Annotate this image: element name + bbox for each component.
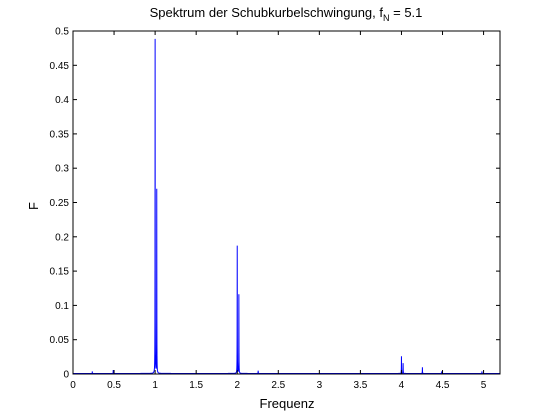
- chart-title-subscript: N: [383, 13, 390, 23]
- y-tick-label: 0.4: [55, 95, 69, 106]
- y-tick-label: 0.3: [55, 164, 69, 175]
- x-tick-label: 1.5: [189, 380, 203, 391]
- plot-area-frame: [72, 30, 501, 375]
- y-tick-label: 0.25: [50, 198, 70, 209]
- y-axis-label: F: [26, 202, 41, 210]
- x-tick-label: 4: [399, 380, 405, 391]
- x-axis-label: Frequenz: [260, 396, 315, 411]
- x-tick-label: 2.5: [271, 380, 285, 391]
- x-axis-ticks: 0 0.5 1 1.5 2 2.5 3 3.5 4 4.5 5: [70, 31, 487, 391]
- chart-title-suffix: = 5.1: [390, 5, 423, 20]
- plot-area-background: [73, 31, 500, 374]
- y-tick-label: 0.45: [50, 61, 70, 72]
- x-tick-label: 2: [234, 380, 240, 391]
- y-tick-label: 0.2: [55, 232, 69, 243]
- y-tick-label: 0.35: [50, 129, 70, 140]
- y-tick-label: 0.05: [50, 335, 70, 346]
- y-tick-label: 0.15: [50, 267, 70, 278]
- y-tick-label: 0.5: [55, 27, 69, 38]
- spectrum-series-line: [73, 38, 500, 374]
- y-tick-label: 0.1: [55, 301, 69, 312]
- chart-title-main: Spektrum der Schubkurbelschwingung, f: [150, 5, 384, 20]
- x-tick-label: 0.5: [107, 380, 121, 391]
- x-tick-label: 1: [152, 380, 158, 391]
- y-tick-label: 0: [63, 370, 69, 381]
- x-tick-label: 3: [317, 380, 323, 391]
- chart-title: Spektrum der Schubkurbelschwingung, fN =…: [150, 5, 423, 23]
- x-tick-label: 0: [70, 380, 76, 391]
- x-tick-label: 4.5: [436, 380, 450, 391]
- x-tick-label: 3.5: [353, 380, 367, 391]
- y-axis-ticks: 0 0.05 0.1 0.15 0.2 0.25 0.3 0.35 0.4 0.45 0.5: [50, 27, 500, 381]
- x-tick-label: 5: [481, 380, 487, 391]
